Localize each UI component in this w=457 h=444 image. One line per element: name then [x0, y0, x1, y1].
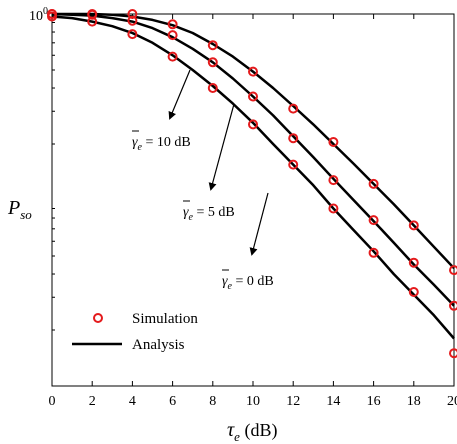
x-axis-ticks: 0 2 4 6 8 10 12 14 16 18 20 — [49, 14, 457, 409]
x-axis-symbol: τ — [227, 419, 235, 441]
x-tick-label: 20 — [447, 394, 457, 409]
simulation-point — [248, 66, 258, 77]
analysis-curves — [51, 12, 455, 340]
simulation-point — [449, 348, 457, 359]
y-axis-title: Pso — [7, 197, 32, 222]
simulation-point — [328, 175, 339, 186]
legend-simulation-marker — [93, 313, 103, 323]
simulation-point — [248, 91, 258, 102]
simulation-point — [87, 9, 98, 20]
annotation-symbol: γ — [183, 205, 189, 220]
svg-text:γe = 10 dB: γe = 10 dB — [132, 135, 191, 153]
x-tick-label: 14 — [326, 394, 340, 409]
analysis-curve-2 — [51, 15, 455, 340]
annotation-5db: γe = 5 dB — [183, 103, 235, 223]
x-tick-label: 10 — [246, 394, 260, 409]
x-tick-label: 18 — [407, 394, 421, 409]
simulation-point — [288, 159, 299, 170]
simulation-point — [408, 287, 419, 297]
annotation-0db: γe = 0 dB — [222, 192, 274, 292]
simulation-point — [127, 9, 138, 19]
svg-text:γe = 0 dB: γe = 0 dB — [222, 274, 274, 292]
x-tick-label: 0 — [49, 394, 56, 409]
x-tick-label: 16 — [367, 394, 381, 409]
simulation-point — [207, 40, 218, 51]
simulation-point — [288, 133, 299, 144]
x-tick-label: 12 — [286, 394, 300, 409]
simulation-point — [368, 178, 379, 189]
annotation-symbol: γ — [132, 135, 138, 150]
simulation-point — [127, 29, 138, 40]
legend: Simulation Analysis — [72, 311, 198, 353]
annotation-10db: γe = 10 dB — [132, 69, 191, 153]
y-axis-symbol: P — [7, 197, 20, 219]
simulation-point — [368, 247, 379, 258]
simulation-point — [207, 83, 218, 93]
simulation-point — [288, 103, 299, 114]
simulation-markers — [47, 9, 457, 359]
simulation-point — [408, 257, 419, 268]
simulation-point — [47, 11, 57, 22]
y-tick-label: 100 — [29, 6, 48, 24]
annotation-symbol: γ — [222, 274, 228, 289]
annotation-arrow-5db — [208, 103, 235, 191]
x-axis-subscript: e — [234, 429, 240, 444]
simulation-point — [207, 57, 218, 68]
annotation-text-10db: = 10 dB — [142, 135, 191, 150]
simulation-point — [127, 15, 138, 26]
x-tick-label: 6 — [169, 394, 176, 409]
legend-analysis-label: Analysis — [132, 337, 185, 353]
analysis-curve-0 — [52, 12, 455, 270]
simulation-point — [449, 300, 457, 311]
annotation-text-5db: = 5 dB — [193, 205, 235, 220]
y-axis-subscript: so — [20, 207, 32, 222]
x-tick-label: 8 — [209, 394, 216, 409]
plot-area — [51, 13, 455, 387]
analysis-curve-1 — [51, 12, 455, 307]
simulation-point — [408, 220, 419, 231]
simulation-point — [328, 203, 339, 214]
simulation-point — [167, 30, 178, 41]
simulation-point — [248, 119, 258, 130]
simulation-point — [328, 137, 339, 147]
annotation-subscript: e — [138, 142, 143, 153]
annotation-text-0db: = 0 dB — [232, 274, 274, 289]
x-tick-label: 2 — [89, 394, 96, 409]
simulation-point — [167, 51, 178, 62]
simulation-point — [87, 16, 98, 27]
y-axis-ticks: 100 — [29, 6, 58, 331]
legend-simulation-label: Simulation — [132, 311, 198, 327]
simulation-point — [167, 19, 178, 30]
x-axis-title: τe (dB) — [227, 419, 277, 444]
x-axis-unit: (dB) — [240, 420, 278, 441]
annotation-arrow-10db — [168, 69, 191, 120]
svg-text:γe = 5 dB: γe = 5 dB — [183, 205, 235, 223]
annotation-subscript: e — [228, 281, 233, 292]
y-tick-exponent: 0 — [43, 6, 48, 17]
annotation-arrow-0db — [249, 192, 269, 256]
y-tick-base: 10 — [29, 9, 43, 24]
simulation-point — [449, 265, 457, 276]
x-tick-label: 4 — [129, 394, 136, 409]
annotation-subscript: e — [189, 212, 194, 223]
simulation-point — [368, 215, 379, 226]
